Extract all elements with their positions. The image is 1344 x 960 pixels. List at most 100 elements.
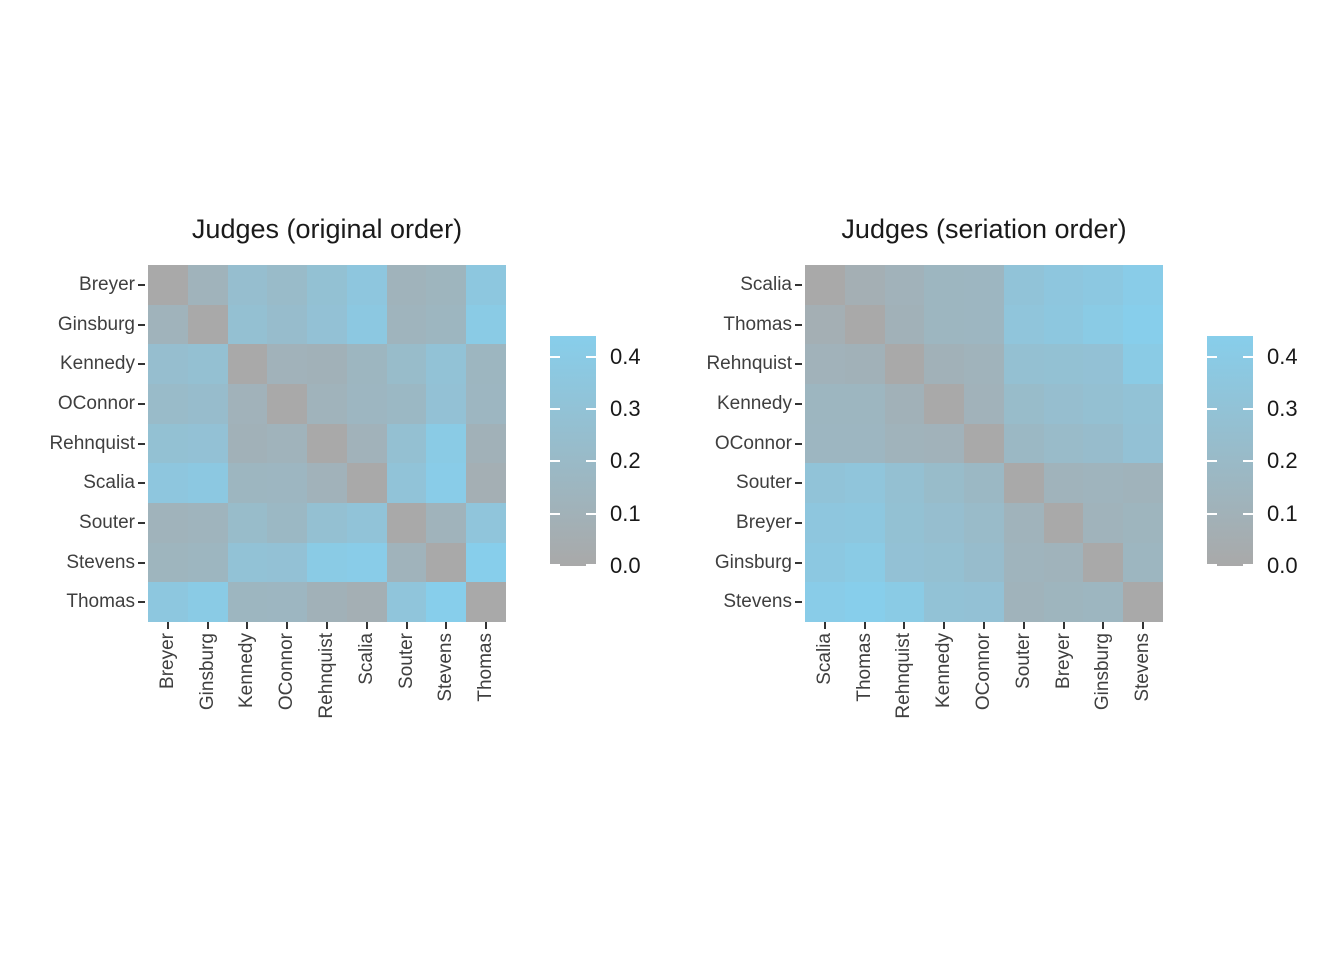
heatmap-cell: [1043, 304, 1084, 345]
heatmap-cell: [884, 542, 925, 583]
heatmap-cell: [1003, 423, 1044, 464]
heatmap-cell: [964, 582, 1004, 622]
heatmap-cell: [346, 265, 387, 305]
heatmap-cell: [844, 423, 885, 464]
heatmap-cell: [148, 463, 188, 503]
heatmap-cell: [844, 463, 885, 503]
x-axis-tick: [943, 622, 946, 629]
heatmap-cell: [1043, 463, 1084, 503]
y-axis-label: Kennedy: [59, 353, 135, 375]
heatmap-cell: [844, 384, 885, 424]
x-axis-tick: [365, 622, 368, 629]
heatmap-cell: [187, 503, 228, 543]
heatmap-cell: [1043, 384, 1084, 424]
heatmap-cell: [307, 344, 347, 384]
legend-tick-label: 0.1: [1267, 500, 1298, 526]
heatmap-cell: [805, 463, 845, 503]
heatmap-cell: [1043, 265, 1084, 305]
heatmap-cell: [924, 582, 965, 622]
heatmap-cell: [187, 304, 228, 345]
heatmap-cell: [805, 503, 845, 543]
y-axis-tick: [138, 323, 145, 326]
x-axis-tick: [166, 622, 169, 629]
y-axis-tick: [795, 402, 802, 405]
heatmap-cell: [267, 423, 308, 464]
heatmap-cell: [1123, 265, 1163, 305]
heatmap-cell: [1083, 463, 1124, 503]
heatmap-cell: [844, 582, 885, 622]
heatmap-cell: [924, 463, 965, 503]
y-axis-tick: [795, 442, 802, 445]
heatmap-cell: [964, 423, 1004, 464]
heatmap-cell: [187, 542, 228, 583]
heatmap-cell: [267, 463, 308, 503]
legend-tick-label: 0.3: [610, 396, 641, 422]
x-axis-label: Stevens: [1132, 633, 1154, 702]
heatmap-panel: [148, 265, 506, 622]
heatmap-cell: [267, 542, 308, 583]
heatmap-cell: [426, 423, 467, 464]
heatmap-cell: [466, 503, 506, 543]
heatmap-cell: [1003, 304, 1044, 345]
heatmap-cell: [267, 265, 308, 305]
heatmap-cell: [307, 503, 347, 543]
plot-title-original: Judges (original order): [191, 214, 463, 244]
heatmap-cell: [844, 304, 885, 345]
heatmap-cell: [1003, 542, 1044, 583]
legend-tick-left: [1207, 355, 1217, 358]
heatmap-cell: [1123, 384, 1163, 424]
x-axis-tick: [286, 622, 289, 629]
heatmap-cell: [187, 384, 228, 424]
heatmap-cell: [426, 344, 467, 384]
x-axis-tick: [1142, 622, 1145, 629]
heatmap-cell: [187, 582, 228, 622]
heatmap-cell: [386, 384, 427, 424]
heatmap-cell: [1083, 265, 1124, 305]
heatmap-cell: [466, 423, 506, 464]
heatmap-cell: [1083, 582, 1124, 622]
heatmap-cell: [426, 582, 467, 622]
heatmap-cell: [426, 304, 467, 345]
heatmap-cell: [307, 463, 347, 503]
y-axis-label: Souter: [79, 511, 135, 533]
heatmap-cell: [227, 344, 268, 384]
y-axis-tick: [138, 283, 145, 286]
heatmap-cell: [386, 304, 427, 345]
heatmap-cell: [346, 542, 387, 583]
heatmap-cell: [1123, 503, 1163, 543]
legend-tick-left: [1207, 512, 1217, 515]
x-axis-label: Kennedy: [933, 633, 955, 709]
heatmap-cell: [884, 503, 925, 543]
heatmap-cell: [187, 423, 228, 464]
heatmap-cell: [1083, 384, 1124, 424]
heatmap-cell: [805, 304, 845, 345]
y-axis-label: Thomas: [723, 313, 792, 335]
heatmap-cell: [1123, 582, 1163, 622]
y-axis-tick: [138, 442, 145, 445]
heatmap-cell: [1123, 423, 1163, 464]
y-axis-label: Thomas: [66, 591, 135, 613]
heatmap-cell: [1083, 304, 1124, 345]
legend-tick-right: [586, 408, 596, 411]
heatmap-cell: [1003, 582, 1044, 622]
y-axis-label: Scalia: [83, 472, 135, 494]
heatmap-cell: [924, 503, 965, 543]
y-axis-label: Kennedy: [716, 392, 792, 414]
legend-tick-left: [1207, 564, 1217, 566]
heatmap-cell: [844, 542, 885, 583]
heatmap-cell: [267, 384, 308, 424]
heatmap-cell: [884, 344, 925, 384]
legend-tick-label: 0.0: [1267, 553, 1298, 578]
legend-tick-label: 0.3: [1267, 396, 1298, 422]
y-axis-label: Stevens: [723, 591, 792, 613]
legend-tick-left: [550, 460, 560, 463]
heatmap-cell: [1043, 503, 1084, 543]
heatmap-cell: [466, 304, 506, 345]
x-axis-tick: [903, 622, 906, 629]
heatmap-cell: [346, 582, 387, 622]
y-axis-label: Ginsburg: [57, 313, 135, 335]
x-axis-label: Scalia: [813, 633, 835, 685]
heatmap-cell: [227, 503, 268, 543]
x-axis-tick: [246, 622, 249, 629]
